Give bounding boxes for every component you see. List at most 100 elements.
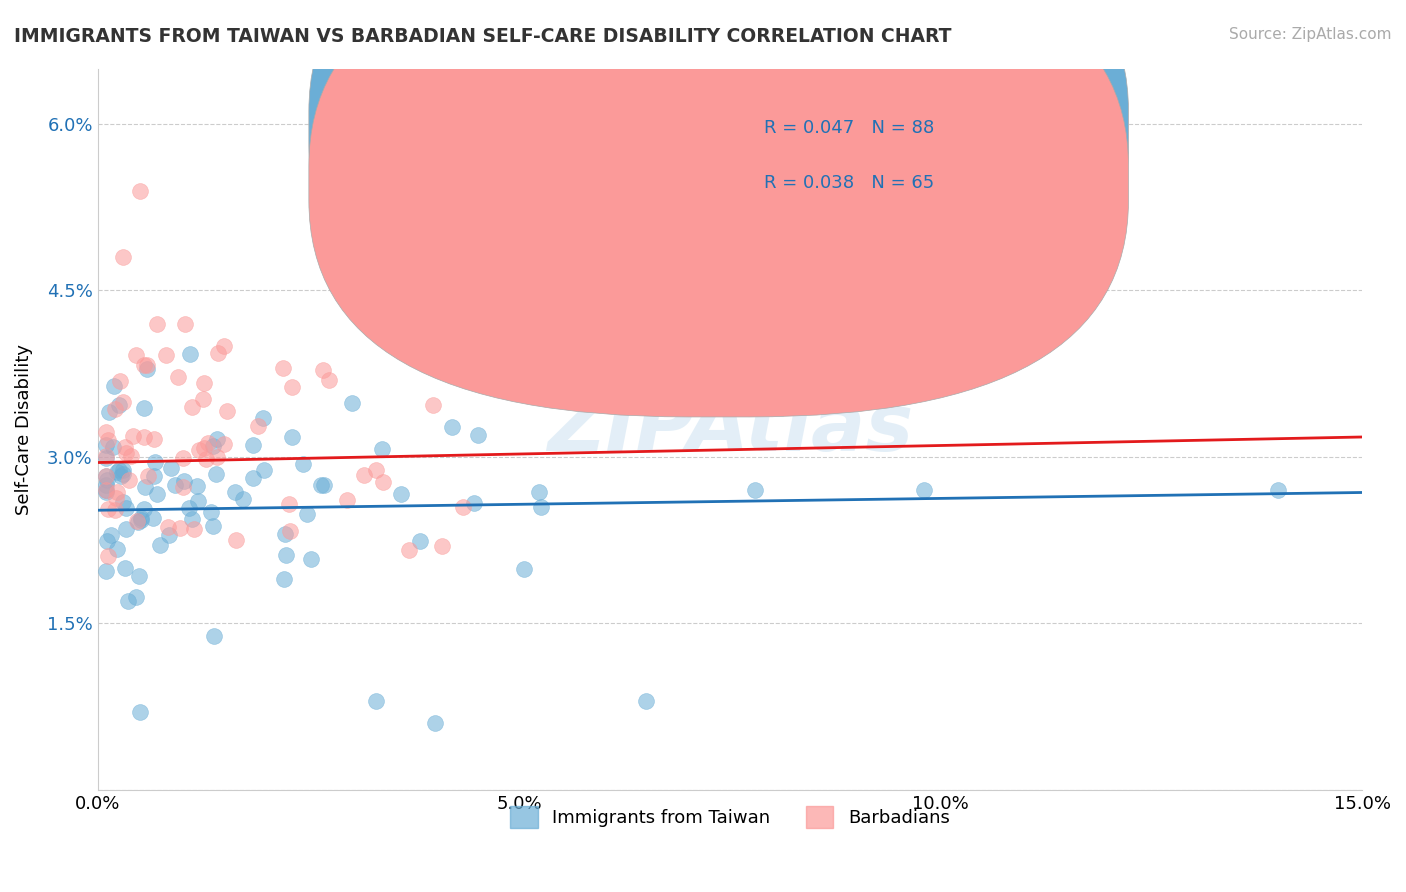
Immigrants from Taiwan xyxy=(180,512,202,526)
Immigrants from Taiwan xyxy=(242,437,264,451)
Immigrants from Taiwan xyxy=(252,410,274,425)
Barbadians xyxy=(94,425,117,440)
Immigrants from Taiwan xyxy=(340,396,363,410)
Barbadians xyxy=(271,361,294,376)
Immigrants from Taiwan xyxy=(634,397,657,411)
Immigrants from Taiwan xyxy=(96,534,118,549)
Barbadians xyxy=(94,483,117,498)
Barbadians xyxy=(108,374,131,388)
FancyBboxPatch shape xyxy=(309,0,1129,417)
Immigrants from Taiwan xyxy=(177,501,200,516)
Immigrants from Taiwan xyxy=(128,569,150,583)
Immigrants from Taiwan xyxy=(142,468,165,483)
Barbadians xyxy=(280,380,302,394)
Barbadians xyxy=(111,250,134,264)
Immigrants from Taiwan xyxy=(530,500,553,514)
Immigrants from Taiwan xyxy=(513,562,536,576)
Immigrants from Taiwan xyxy=(94,565,117,579)
Immigrants from Taiwan xyxy=(114,501,136,516)
Text: ZIPAtlas: ZIPAtlas xyxy=(547,390,912,468)
Immigrants from Taiwan xyxy=(134,480,156,494)
Barbadians xyxy=(97,501,120,516)
Immigrants from Taiwan xyxy=(108,463,131,477)
Text: R = 0.038   N = 65: R = 0.038 N = 65 xyxy=(765,174,935,192)
Immigrants from Taiwan xyxy=(467,427,489,442)
Immigrants from Taiwan xyxy=(111,495,134,509)
Immigrants from Taiwan xyxy=(105,542,128,557)
Barbadians xyxy=(128,184,150,198)
Barbadians xyxy=(205,450,228,464)
Barbadians xyxy=(104,401,127,416)
Immigrants from Taiwan xyxy=(371,442,394,456)
Immigrants from Taiwan xyxy=(112,463,135,477)
Y-axis label: Self-Care Disability: Self-Care Disability xyxy=(15,343,32,515)
Immigrants from Taiwan xyxy=(912,483,935,498)
Barbadians xyxy=(169,521,191,535)
Immigrants from Taiwan xyxy=(299,551,322,566)
Barbadians xyxy=(97,433,120,447)
Immigrants from Taiwan xyxy=(200,505,222,519)
Barbadians xyxy=(451,500,474,514)
Barbadians xyxy=(225,533,247,548)
Barbadians xyxy=(132,430,155,444)
Barbadians xyxy=(173,318,195,332)
Immigrants from Taiwan xyxy=(142,511,165,525)
Immigrants from Taiwan xyxy=(157,528,180,542)
Immigrants from Taiwan xyxy=(273,573,295,587)
Immigrants from Taiwan xyxy=(94,478,117,492)
Barbadians xyxy=(187,442,209,457)
Immigrants from Taiwan xyxy=(529,485,551,500)
Barbadians xyxy=(105,491,128,505)
Barbadians xyxy=(312,363,335,377)
Immigrants from Taiwan xyxy=(128,705,150,719)
Immigrants from Taiwan xyxy=(108,398,131,412)
Immigrants from Taiwan xyxy=(98,405,121,419)
Immigrants from Taiwan xyxy=(186,479,208,493)
Immigrants from Taiwan xyxy=(163,478,186,492)
Barbadians xyxy=(195,452,218,467)
Barbadians xyxy=(172,480,194,494)
Barbadians xyxy=(125,348,148,362)
FancyBboxPatch shape xyxy=(309,0,1129,362)
Immigrants from Taiwan xyxy=(94,485,117,500)
Text: R = 0.047   N = 88: R = 0.047 N = 88 xyxy=(765,120,935,137)
Immigrants from Taiwan xyxy=(291,457,314,471)
Barbadians xyxy=(318,373,340,387)
Immigrants from Taiwan xyxy=(202,519,225,533)
FancyBboxPatch shape xyxy=(673,94,1116,213)
Immigrants from Taiwan xyxy=(389,487,412,501)
Barbadians xyxy=(172,451,194,466)
Barbadians xyxy=(134,358,156,372)
Immigrants from Taiwan xyxy=(441,420,464,434)
Immigrants from Taiwan xyxy=(127,515,149,529)
Immigrants from Taiwan xyxy=(100,528,122,542)
Text: IMMIGRANTS FROM TAIWAN VS BARBADIAN SELF-CARE DISABILITY CORRELATION CHART: IMMIGRANTS FROM TAIWAN VS BARBADIAN SELF… xyxy=(14,27,952,45)
Immigrants from Taiwan xyxy=(634,694,657,708)
Barbadians xyxy=(193,441,215,455)
Barbadians xyxy=(157,520,180,534)
Immigrants from Taiwan xyxy=(179,346,201,360)
Immigrants from Taiwan xyxy=(103,378,125,392)
Immigrants from Taiwan xyxy=(136,361,159,376)
Barbadians xyxy=(207,346,229,360)
Immigrants from Taiwan xyxy=(201,439,224,453)
Immigrants from Taiwan xyxy=(94,450,117,465)
Immigrants from Taiwan xyxy=(94,469,117,483)
Barbadians xyxy=(181,400,204,414)
Immigrants from Taiwan xyxy=(242,470,264,484)
Barbadians xyxy=(398,542,420,557)
Barbadians xyxy=(217,404,239,418)
Immigrants from Taiwan xyxy=(124,590,146,604)
Barbadians xyxy=(322,184,344,198)
Immigrants from Taiwan xyxy=(143,455,166,469)
Barbadians xyxy=(97,549,120,564)
Barbadians xyxy=(193,376,215,390)
Immigrants from Taiwan xyxy=(295,507,318,521)
Immigrants from Taiwan xyxy=(131,513,153,527)
Barbadians xyxy=(212,437,235,451)
Barbadians xyxy=(278,498,301,512)
Immigrants from Taiwan xyxy=(309,477,332,491)
Immigrants from Taiwan xyxy=(110,468,132,483)
Barbadians xyxy=(183,522,205,536)
Barbadians xyxy=(191,392,214,406)
